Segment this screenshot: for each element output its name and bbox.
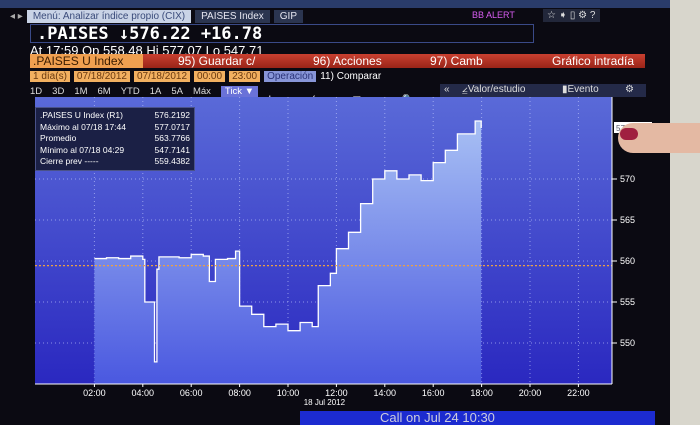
value-study-button[interactable]: ⦤ Valor/estudio — [462, 84, 526, 95]
monitor-bezel — [670, 0, 700, 425]
y-tick-label: 570 — [620, 174, 635, 184]
period-6m[interactable]: 6M — [97, 86, 111, 97]
legend-value: 547.7141 — [154, 144, 190, 155]
period-3d[interactable]: 3D — [52, 86, 65, 97]
x-tick-label: 16:00 — [422, 388, 445, 398]
x-tick-label: 20:00 — [519, 388, 542, 398]
collapse-icon[interactable]: « — [444, 84, 450, 95]
start-date[interactable]: 07/18/2012 — [73, 71, 130, 82]
action-bar: .PAISES U Index 95) Guardar c/ 96) Accio… — [30, 54, 645, 68]
end-time[interactable]: 23:00 — [229, 71, 261, 82]
compare-button[interactable]: 11) Comparar — [320, 71, 382, 82]
change: +16.78 — [200, 24, 263, 44]
security-dropdown[interactable]: PAISES Index — [195, 10, 270, 23]
x-tick-label: 08:00 — [228, 388, 251, 398]
area-fill — [94, 121, 482, 384]
x-tick-label: 22:00 — [567, 388, 590, 398]
top-strip — [0, 0, 670, 8]
legend-value: 563.7766 — [154, 133, 190, 143]
legend-row: Promedio 563.7766 — [40, 133, 190, 145]
y-tick-label: 550 — [620, 338, 635, 348]
toolbar-icons[interactable]: ☆ ➧ ▯ ⚙ ? — [543, 9, 600, 22]
start-time[interactable]: 00:00 — [194, 71, 226, 82]
y-tick-label: 565 — [620, 215, 635, 225]
end-date[interactable]: 07/18/2012 — [133, 71, 191, 82]
intraday-chart: 550 555 560 565 570 02:00 04:00 06:00 08:00 10:00… — [35, 97, 652, 407]
tick-dropdown[interactable]: Tick ▼ — [220, 86, 259, 97]
legend-label: Cierre prev ----- — [40, 156, 99, 166]
period-máx[interactable]: Máx — [192, 86, 211, 97]
period-count[interactable]: 1 día(s) — [30, 71, 70, 82]
index-field[interactable]: .PAISES U Index — [30, 54, 143, 68]
price-line — [94, 120, 482, 363]
legend-label: Promedio — [40, 133, 77, 143]
x-tick-label: 06:00 — [180, 388, 203, 398]
legend-row: .PAISES U Index (R1) 576.2192 — [40, 110, 190, 122]
legend-value: 576.2192 — [154, 110, 190, 120]
chart-legend: .PAISES U Index (R1) 576.2192 Máximo al 07… — [35, 107, 195, 171]
x-tick-label: 14:00 — [374, 388, 397, 398]
legend-value: 559.4382 — [154, 156, 190, 166]
ticker-line: .PAISES ↓576.22 +16.78 — [30, 24, 534, 43]
x-tick-label: 18:00 — [470, 388, 493, 398]
period-tabs: 1D 3D 1M 6M YTD 1A 5A Máx Tick ▼ — [30, 86, 259, 97]
save-button[interactable]: 95) Guardar c/ — [178, 54, 256, 68]
nav-arrows[interactable]: ◂ ▸ — [10, 11, 23, 22]
function-dropdown[interactable]: GIP — [273, 10, 303, 23]
legend-label: .PAISES U Index (R1) — [40, 110, 123, 120]
x-tick-label: 10:00 — [277, 388, 300, 398]
period-ytd[interactable]: YTD — [120, 86, 140, 97]
period-5a[interactable]: 5A — [171, 86, 183, 97]
period-1m[interactable]: 1M — [74, 86, 88, 97]
event-label: Evento — [567, 84, 599, 95]
x-tick-label: 12:00 — [325, 388, 348, 398]
ticker-symbol: .PAISES — [37, 24, 109, 44]
value-label: Valor/estudio — [467, 84, 526, 95]
legend-row: Máximo al 07/18 17:44 577.0717 — [40, 122, 190, 134]
x-axis-label: 18 Jul 2012 — [304, 398, 346, 407]
change-button[interactable]: 97) Camb — [430, 54, 483, 68]
period-1a[interactable]: 1A — [149, 86, 162, 97]
news-ticker: Call on Jul 24 10:30 — [300, 411, 655, 425]
period-1d[interactable]: 1D — [30, 86, 43, 97]
mode-select[interactable]: Operación — [264, 71, 317, 82]
fingernail — [620, 128, 638, 140]
down-arrow-icon: ↓ — [118, 24, 130, 44]
x-tick-label: 04:00 — [132, 388, 155, 398]
legend-label: Mínimo al 07/18 04:29 — [40, 144, 125, 155]
y-tick-label: 560 — [620, 256, 635, 266]
settings-icon[interactable]: ⚙ — [625, 84, 634, 95]
chart-title: Gráfico intradía — [552, 54, 635, 68]
unit: día(s) — [41, 71, 67, 82]
menu-dropdown[interactable]: Menú: Analizar índice propio (CIX) — [26, 10, 192, 23]
legend-label: Máximo al 07/18 17:44 — [40, 121, 126, 132]
last-price: 576.22 — [129, 24, 191, 44]
event-button[interactable]: ▮ Evento — [562, 84, 599, 95]
legend-row: Mínimo al 07/18 04:29 547.7141 — [40, 145, 190, 157]
legend-row: Cierre prev ----- 559.4382 — [40, 156, 190, 168]
y-tick-label: 555 — [620, 297, 635, 307]
x-tick-label: 02:00 — [83, 388, 106, 398]
right-toolbar: « ⦤ Valor/estudio ▮ Evento ⚙ — [440, 84, 646, 97]
bb-alert-button[interactable]: BB ALERT — [472, 10, 515, 20]
actions-button[interactable]: 96) Acciones — [313, 54, 382, 68]
legend-value: 577.0717 — [154, 121, 190, 132]
count: 1 — [33, 71, 39, 82]
